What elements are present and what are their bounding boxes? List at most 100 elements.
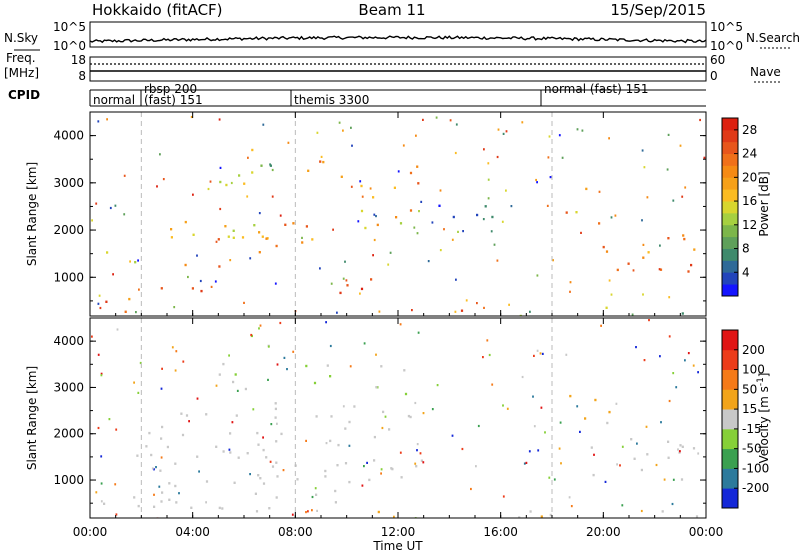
data-cell bbox=[124, 310, 127, 313]
colorbar-tick-label: 8 bbox=[742, 242, 750, 256]
data-cell bbox=[185, 414, 189, 417]
data-cell bbox=[483, 306, 485, 309]
nsearch-tick-top: 10^5 bbox=[710, 20, 743, 34]
data-cell bbox=[253, 224, 256, 227]
colorbar-swatch bbox=[722, 129, 738, 143]
colorbar-tick-label: 28 bbox=[742, 123, 757, 137]
data-cell bbox=[506, 407, 509, 410]
data-cell bbox=[377, 510, 380, 514]
freq-tick-bottom: 8 bbox=[78, 69, 86, 83]
xaxis-label: Time UT bbox=[372, 539, 423, 553]
data-cell bbox=[115, 513, 118, 516]
data-cell bbox=[501, 220, 504, 223]
data-cell bbox=[431, 221, 434, 224]
data-cell bbox=[320, 155, 323, 158]
data-cell bbox=[570, 505, 573, 508]
data-cell bbox=[100, 372, 103, 375]
data-cell bbox=[558, 447, 561, 450]
data-cell bbox=[391, 467, 394, 471]
colorbar-swatch bbox=[722, 468, 738, 489]
data-cell bbox=[218, 373, 221, 376]
data-cell bbox=[268, 507, 271, 510]
data-cell bbox=[336, 311, 338, 314]
data-cell bbox=[353, 405, 356, 408]
colorbar-swatch bbox=[722, 369, 738, 390]
data-cell bbox=[316, 131, 319, 134]
data-cell bbox=[292, 350, 295, 353]
data-cell bbox=[340, 175, 343, 178]
power-panel: 1000 2000 3000 4000 Slant Range [km] bbox=[25, 111, 707, 317]
data-cell bbox=[397, 170, 400, 173]
data-cell bbox=[687, 352, 690, 355]
data-cell bbox=[528, 450, 531, 453]
data-cell bbox=[417, 182, 420, 185]
data-cell bbox=[482, 218, 485, 221]
data-cell bbox=[196, 455, 199, 458]
data-cell bbox=[427, 260, 430, 263]
data-cell bbox=[262, 123, 265, 126]
data-cell bbox=[135, 311, 137, 314]
data-cell bbox=[345, 279, 348, 282]
data-cell bbox=[218, 506, 221, 510]
data-cell bbox=[541, 352, 544, 355]
data-cell bbox=[344, 427, 347, 430]
data-cell bbox=[681, 445, 684, 448]
data-cell bbox=[260, 164, 263, 167]
data-cell bbox=[175, 350, 178, 353]
data-cell bbox=[249, 257, 252, 260]
data-cell bbox=[219, 180, 222, 184]
data-cell bbox=[271, 168, 274, 172]
data-cell bbox=[258, 231, 261, 234]
data-cell bbox=[156, 185, 158, 188]
data-cell bbox=[100, 482, 103, 485]
data-cell bbox=[360, 209, 364, 213]
data-cell bbox=[265, 237, 268, 240]
data-cell bbox=[422, 118, 424, 121]
data-cell bbox=[660, 421, 662, 424]
colorbar-swatch bbox=[722, 284, 738, 297]
data-cell bbox=[339, 291, 342, 295]
data-cell bbox=[344, 462, 348, 465]
data-cell bbox=[373, 238, 376, 242]
data-cell bbox=[286, 368, 288, 371]
data-cell bbox=[496, 155, 499, 159]
data-cell bbox=[137, 504, 140, 508]
data-cell bbox=[422, 461, 425, 464]
data-cell bbox=[415, 134, 417, 137]
data-cell bbox=[160, 387, 163, 390]
data-cell bbox=[214, 280, 217, 283]
data-cell bbox=[222, 450, 225, 453]
data-cell bbox=[449, 119, 452, 122]
data-cell bbox=[325, 321, 327, 324]
data-cell bbox=[244, 387, 247, 391]
data-cell bbox=[404, 392, 408, 396]
data-cell bbox=[659, 244, 661, 247]
data-cell bbox=[400, 476, 403, 479]
data-cell bbox=[598, 222, 601, 225]
data-cell bbox=[292, 222, 295, 225]
colorbar-tick-label: -50 bbox=[742, 442, 762, 456]
data-cell bbox=[532, 395, 534, 398]
data-cell bbox=[457, 230, 459, 233]
colorbar-tick-label: 200 bbox=[742, 343, 765, 357]
data-cell bbox=[153, 493, 155, 496]
data-cell bbox=[311, 495, 314, 499]
data-cell bbox=[535, 178, 537, 182]
data-cell bbox=[276, 363, 279, 366]
data-cell bbox=[237, 456, 240, 459]
data-cell bbox=[363, 342, 366, 345]
data-cell bbox=[276, 422, 278, 425]
data-cell bbox=[619, 464, 621, 467]
data-cell bbox=[275, 440, 278, 443]
data-cell bbox=[160, 456, 163, 459]
data-cell bbox=[259, 477, 262, 480]
data-cell bbox=[311, 238, 314, 241]
data-cell bbox=[171, 346, 174, 349]
data-cell bbox=[360, 184, 363, 188]
data-cell bbox=[568, 496, 571, 499]
data-cell bbox=[475, 465, 477, 468]
data-cell bbox=[200, 289, 203, 293]
data-cell bbox=[584, 417, 587, 420]
data-cell bbox=[380, 472, 382, 475]
data-cell bbox=[455, 123, 458, 126]
